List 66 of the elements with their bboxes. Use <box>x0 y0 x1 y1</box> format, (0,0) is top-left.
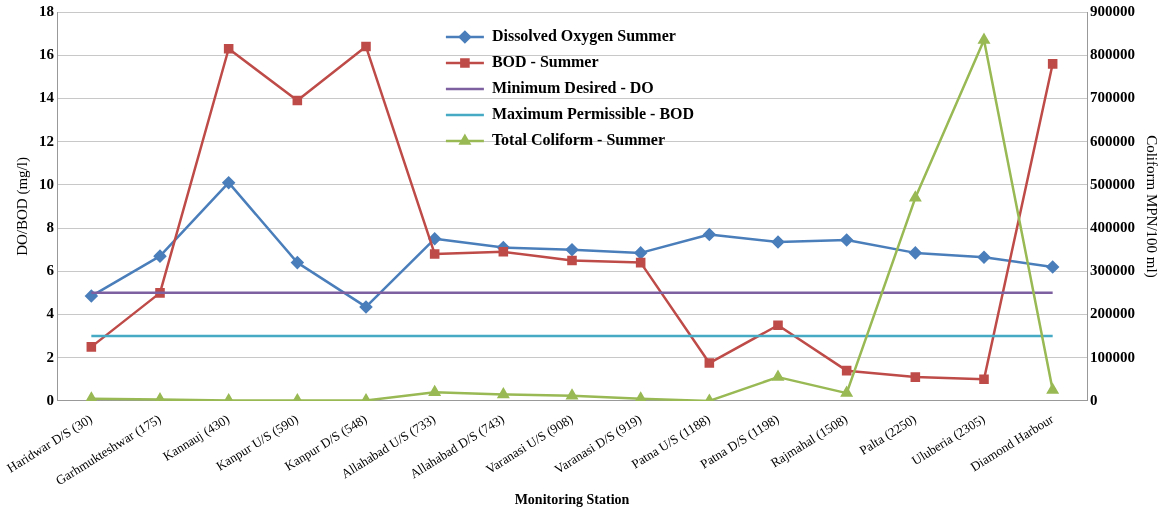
point <box>291 256 304 269</box>
y-tick-label: 10 <box>39 175 54 192</box>
point <box>771 235 785 249</box>
legend-label: Total Coliform - Summer <box>491 131 666 149</box>
x-axis-title: Monitoring Station <box>514 492 630 508</box>
point <box>977 250 991 264</box>
point <box>634 246 647 260</box>
point <box>428 232 441 246</box>
y2-tick-label: 600000 <box>1090 132 1135 149</box>
y2-axis-title: Coliform MPN/100 ml) <box>1143 135 1161 278</box>
point <box>153 249 167 263</box>
legend-label: Minimum Desired - DO <box>491 79 654 97</box>
y2-tick-label: 0 <box>1090 391 1098 408</box>
y-tick-label: 6 <box>46 262 55 279</box>
point <box>361 41 371 52</box>
point <box>772 370 784 381</box>
point <box>566 389 578 400</box>
point <box>1047 59 1058 69</box>
point <box>1047 383 1059 394</box>
point <box>909 246 922 260</box>
y-tick-label: 0 <box>46 391 54 408</box>
y-tick-label: 2 <box>46 348 54 365</box>
y2-tick-label: 300000 <box>1090 262 1135 279</box>
y2-tick-label: 500000 <box>1090 175 1135 192</box>
y2-tick-label: 800000 <box>1090 46 1135 63</box>
legend-label: Maximum Permissible - BOD <box>491 105 695 123</box>
point <box>292 95 303 106</box>
point <box>841 386 853 397</box>
point <box>840 233 853 247</box>
point <box>909 191 921 202</box>
point <box>497 388 509 399</box>
point <box>635 257 646 268</box>
y2-tick-label: 900000 <box>1090 2 1135 19</box>
y2-tick-label: 400000 <box>1090 218 1135 235</box>
point <box>635 392 647 401</box>
point <box>773 320 783 331</box>
y-tick-label: 14 <box>39 89 55 106</box>
y2-tick-label: 700000 <box>1090 89 1135 106</box>
y2-tick-label: 200000 <box>1090 305 1135 322</box>
y2-tick-label: 100000 <box>1090 348 1135 365</box>
y-tick-label: 12 <box>39 132 54 149</box>
point <box>222 176 235 189</box>
point <box>498 247 509 257</box>
point <box>565 243 579 256</box>
point <box>910 372 921 382</box>
point <box>704 358 715 368</box>
point <box>85 392 97 401</box>
y-tick-label: 8 <box>46 218 54 235</box>
point <box>429 249 440 259</box>
y-tick-label: 18 <box>39 2 54 19</box>
point <box>86 342 97 352</box>
y-tick-label: 16 <box>39 46 55 63</box>
point <box>979 374 989 385</box>
point <box>703 228 716 241</box>
y-tick-label: 4 <box>46 305 55 322</box>
point <box>223 43 234 54</box>
point <box>841 365 852 376</box>
point <box>359 300 373 314</box>
legend-label: BOD - Summer <box>491 53 599 71</box>
y-axis-title: DO/BOD (mg/l) <box>13 157 31 256</box>
legend-label: Dissolved Oxygen Summer <box>491 27 676 46</box>
point <box>978 33 990 44</box>
point <box>1046 260 1059 274</box>
point <box>85 289 98 303</box>
point <box>567 255 577 266</box>
point <box>429 385 441 396</box>
